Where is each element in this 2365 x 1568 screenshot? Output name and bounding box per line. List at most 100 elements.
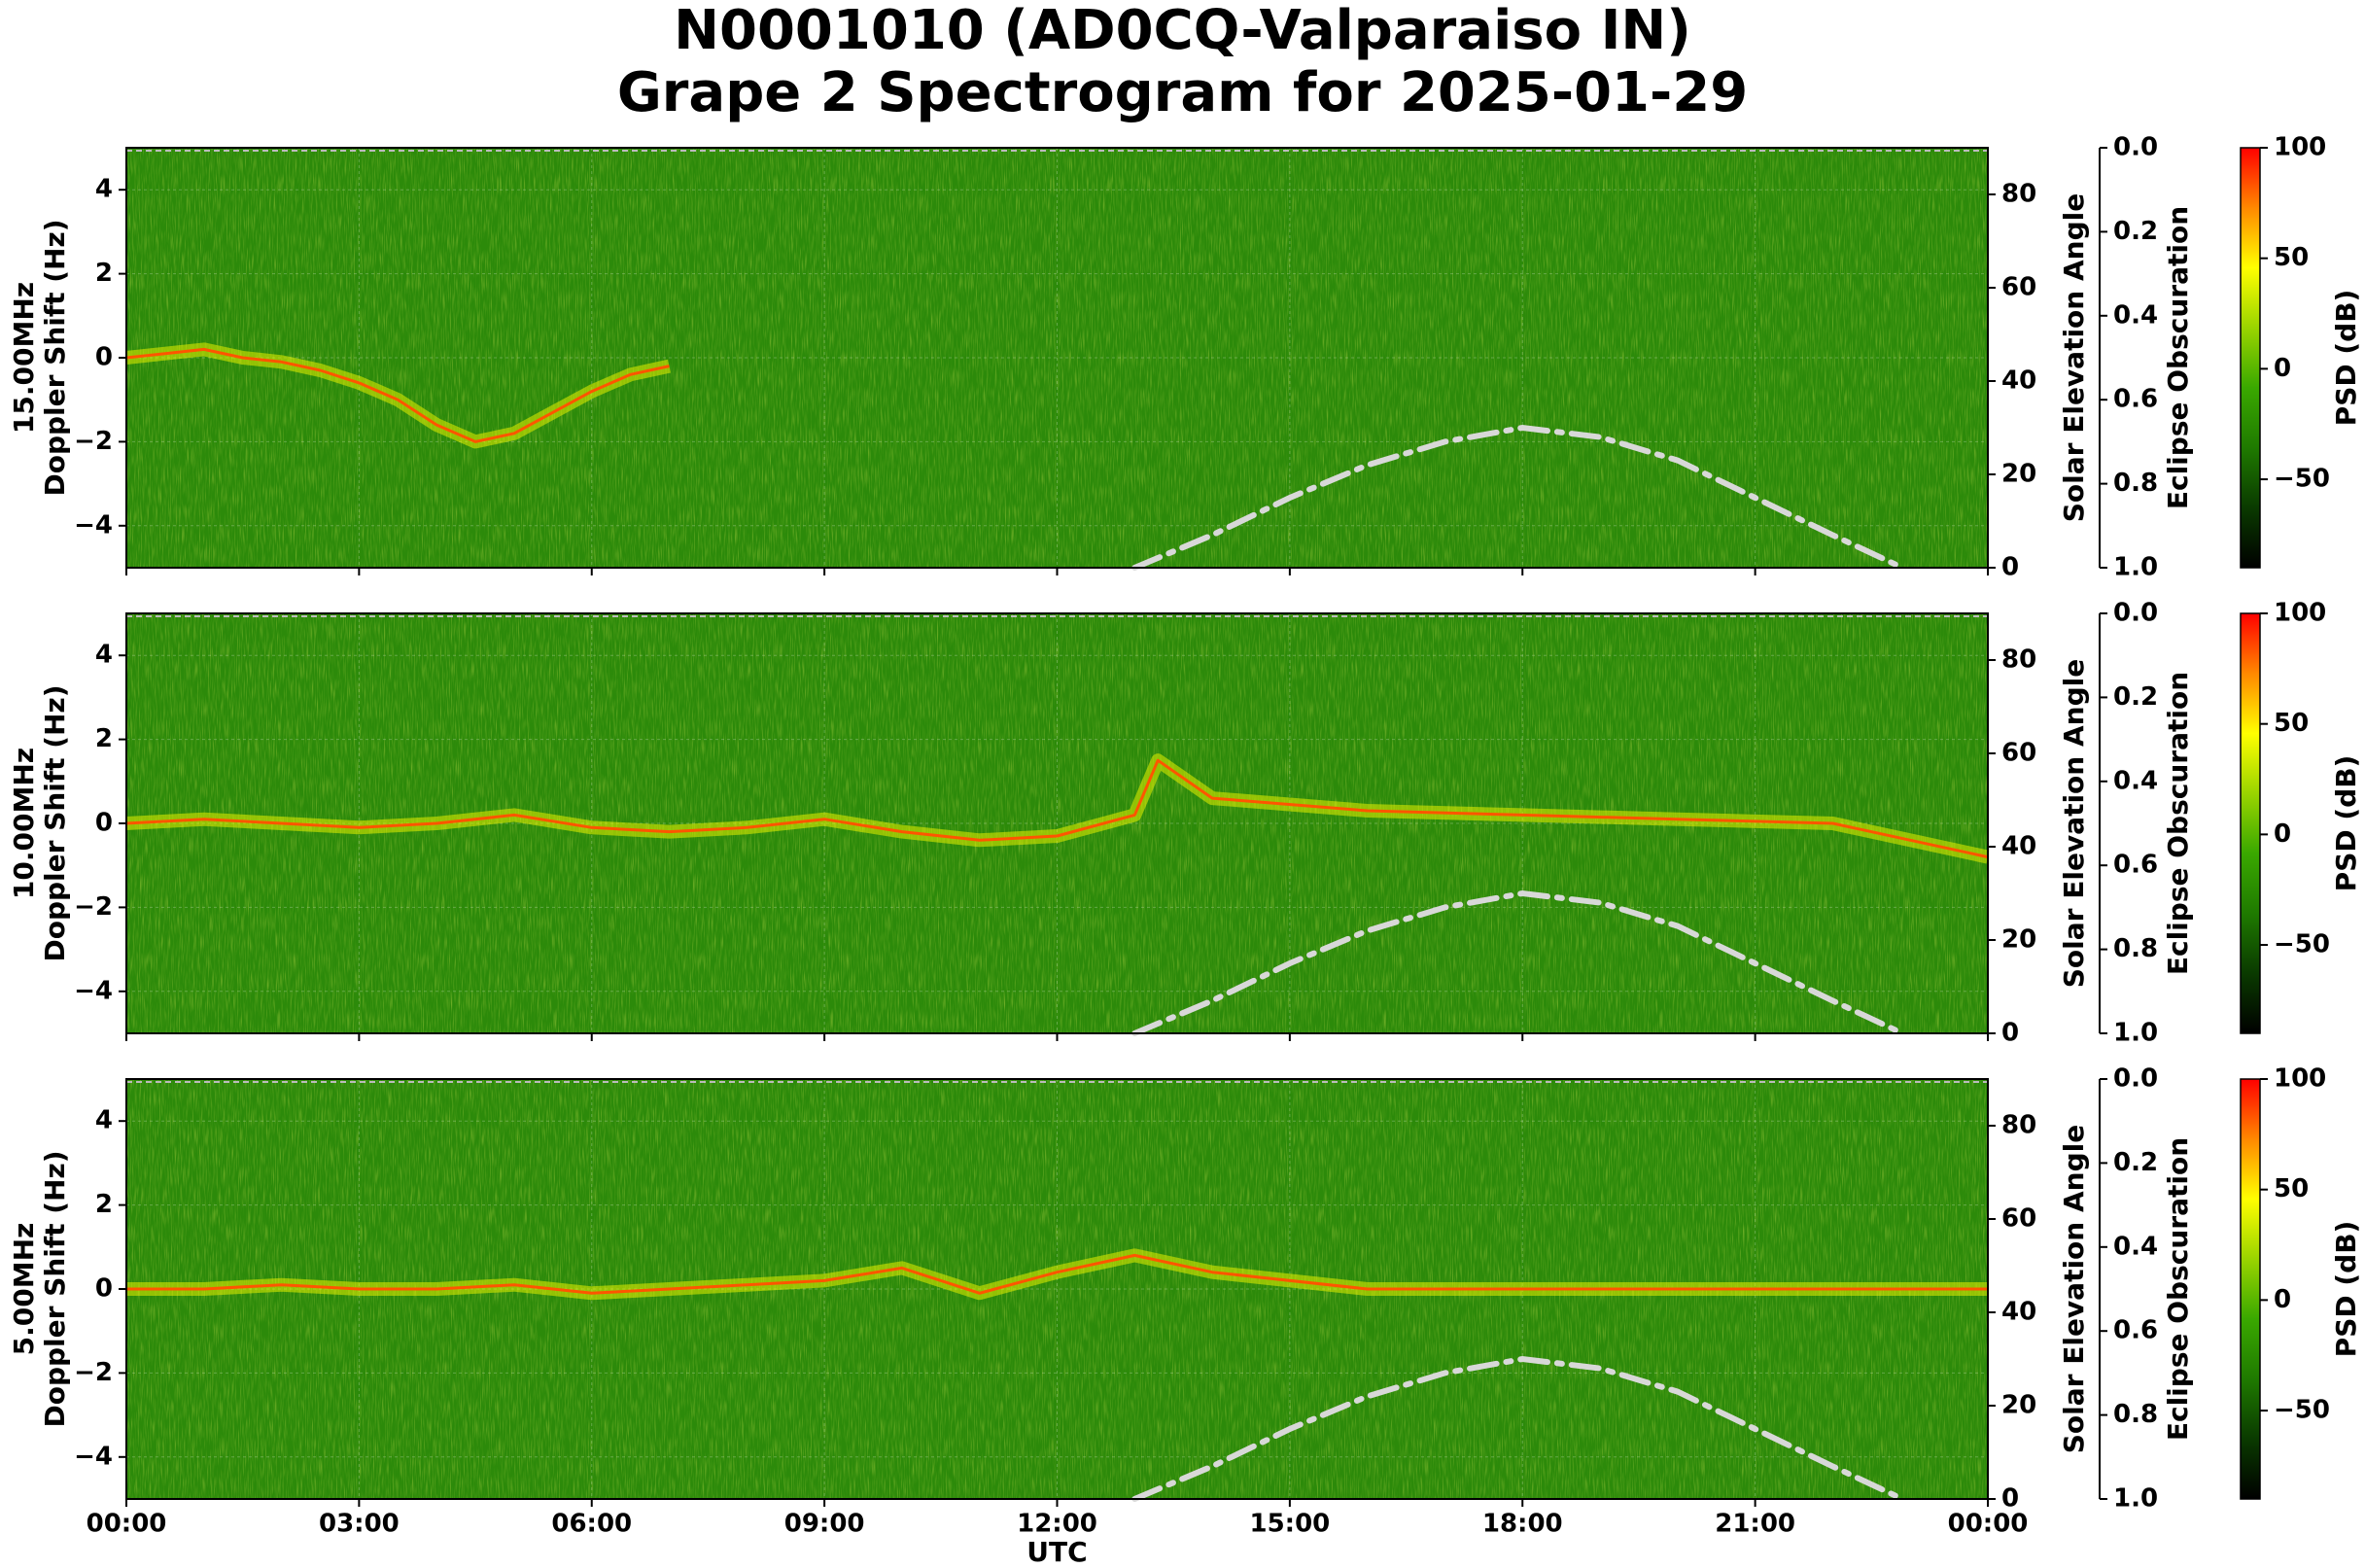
elev-tick-label: 20 [2001,460,2036,489]
y-axis-label-freq: 10.00MHz [8,748,40,899]
x-tick-label: 00:00 [1948,1510,2029,1539]
elev-tick-label: 60 [2001,739,2036,768]
y-tick-label: 2 [95,259,113,288]
obscuration-tick-label: 1.0 [2113,1019,2158,1048]
y-axis-label: Doppler Shift (Hz) [39,219,71,496]
doppler-trace [126,1253,1988,1295]
colorbar-label: PSD (dB) [2330,290,2362,427]
colorbar [2240,147,2261,569]
colorbar-tick-label: −50 [2274,930,2330,959]
elevation-axis-label: Solar Elevation Angle [2058,1125,2090,1453]
colorbar-label: PSD (dB) [2330,1221,2362,1358]
obscuration-tick-label: 1.0 [2113,553,2158,582]
colorbar-tick-label: 100 [2274,1064,2326,1094]
chart-title-line2: Grape 2 Spectrogram for 2025-01-29 [616,61,1749,124]
solar-elevation-curve [1131,889,1906,1036]
x-tick-label: 15:00 [1249,1510,1330,1539]
elev-tick-label: 40 [2001,832,2036,861]
elevation-axis-label: Solar Elevation Angle [2058,659,2090,988]
obscuration-tick-label: 0.8 [2113,1400,2158,1429]
obscuration-tick-label: 0.6 [2113,851,2158,880]
y-tick-label: −4 [74,976,113,1005]
colorbar-tick-label: −50 [2274,1396,2330,1425]
obscuration-tick-label: 0.8 [2113,469,2158,498]
elev-tick-label: 40 [2001,366,2036,396]
solar-elevation-curve [1131,1355,1906,1502]
solar-elevation-curve [1131,424,1906,571]
obscuration-tick-label: 0.4 [2113,766,2158,795]
y-tick-label: 4 [95,175,113,204]
colorbar-tick-label: −50 [2274,465,2330,494]
y-tick-label: −4 [74,510,113,540]
colorbar-label: PSD (dB) [2330,755,2362,892]
y-tick-label: 2 [95,724,113,753]
obscuration-tick-label: 0.2 [2113,217,2158,246]
colorbar [2240,1078,2261,1500]
y-axis-label-freq: 5.00MHz [8,1223,40,1356]
obscuration-tick-label: 0.2 [2113,1148,2158,1177]
panel-15.00MHz: 420−2−415.00MHz Doppler Shift (Hz)8060402… [8,133,2362,582]
x-tick-label: 09:00 [784,1510,865,1539]
y-tick-label: 4 [95,1106,113,1135]
obscuration-tick-label: 0.2 [2113,682,2158,712]
elev-tick-label: 0 [2001,1484,2019,1514]
y-tick-label: −2 [74,892,113,922]
y-axis-label: Doppler Shift (Hz) [39,1150,71,1427]
colorbar-tick-label: 50 [2274,1174,2309,1203]
obscuration-tick-label: 0.6 [2113,385,2158,414]
x-tick-label: 12:00 [1017,1510,1097,1539]
panel-10.00MHz: 420−2−410.00MHz Doppler Shift (Hz)8060402… [8,599,2362,1048]
obscuration-tick-label: 0.8 [2113,934,2158,963]
y-tick-label: −4 [74,1442,113,1471]
x-tick-label: 18:00 [1482,1510,1563,1539]
colorbar-tick-label: 0 [2274,1285,2291,1314]
y-tick-label: −2 [74,427,113,456]
y-axis-label: Doppler Shift (Hz) [39,684,71,961]
elev-tick-label: 40 [2001,1298,2036,1327]
obscuration-tick-label: 0.0 [2113,599,2158,628]
elev-tick-label: 80 [2001,645,2036,675]
y-tick-label: 0 [95,343,113,372]
colorbar-tick-label: 100 [2274,133,2326,162]
obscuration-tick-label: 0.6 [2113,1316,2158,1345]
x-tick-label: 06:00 [551,1510,632,1539]
y-tick-label: 2 [95,1190,113,1219]
elevation-axis-label: Solar Elevation Angle [2058,193,2090,522]
obscuration-axis-label: Eclipse Obscuration [2162,206,2194,509]
doppler-trace [125,758,1989,859]
elev-tick-label: 20 [2001,925,2036,955]
x-axis-label: UTC [1026,1536,1087,1568]
obscuration-tick-label: 0.0 [2113,133,2158,162]
elev-tick-label: 0 [2001,1019,2019,1048]
obscuration-tick-label: 0.0 [2113,1064,2158,1094]
y-tick-label: −2 [74,1358,113,1387]
elev-tick-label: 60 [2001,273,2036,302]
elev-tick-label: 80 [2001,180,2036,209]
elev-tick-label: 0 [2001,553,2019,582]
obscuration-axis-label: Eclipse Obscuration [2162,1137,2194,1441]
obscuration-tick-label: 0.4 [2113,300,2158,330]
colorbar [2240,612,2261,1034]
colorbar-tick-label: 0 [2274,354,2291,383]
elev-tick-label: 20 [2001,1391,2036,1420]
chart-title-line1: N0001010 (AD0CQ-Valparaiso IN) [674,0,1691,62]
doppler-trace [125,347,670,443]
obscuration-axis-label: Eclipse Obscuration [2162,672,2194,975]
elev-tick-label: 80 [2001,1111,2036,1140]
obscuration-tick-label: 1.0 [2113,1484,2158,1514]
y-axis-label-freq: 15.00MHz [8,282,40,434]
x-tick-label: 03:00 [319,1510,400,1539]
y-tick-label: 0 [95,809,113,838]
x-tick-label: 00:00 [87,1510,167,1539]
colorbar-tick-label: 50 [2274,709,2309,738]
colorbar-tick-label: 100 [2274,599,2326,628]
panel-5.00MHz: 420−2−45.00MHz Doppler Shift (Hz)80604020… [8,1064,2362,1539]
y-tick-label: 0 [95,1274,113,1304]
obscuration-tick-label: 0.4 [2113,1232,2158,1261]
spectrogram-noise [126,148,1988,568]
colorbar-tick-label: 0 [2274,819,2291,849]
colorbar-tick-label: 50 [2274,243,2309,272]
y-tick-label: 4 [95,641,113,670]
x-tick-label: 21:00 [1715,1510,1795,1539]
